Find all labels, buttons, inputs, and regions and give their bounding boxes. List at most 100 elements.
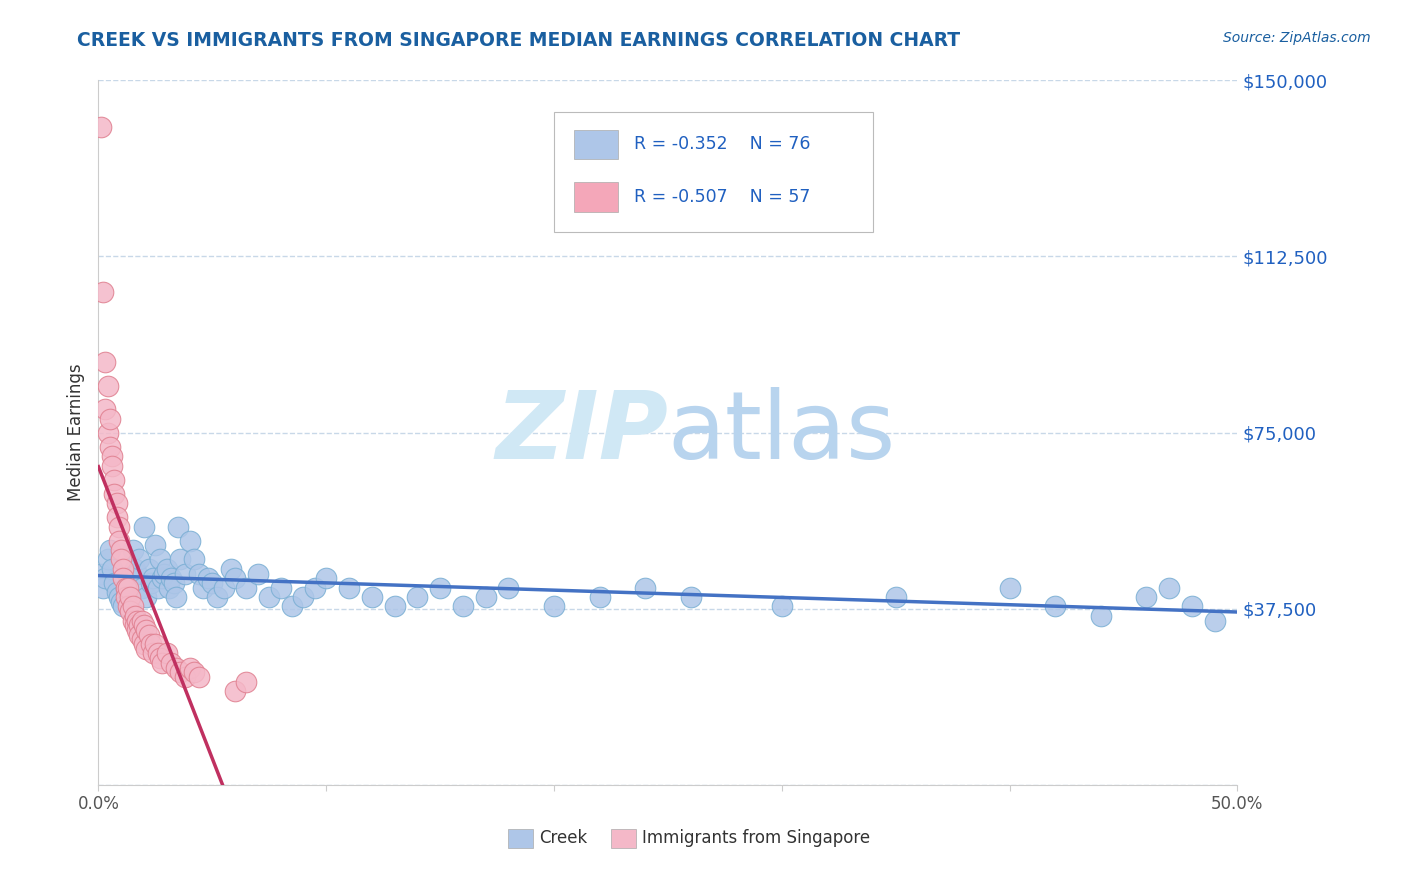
Point xyxy=(634,581,657,595)
Point xyxy=(270,581,292,595)
Point xyxy=(1043,599,1066,614)
Point xyxy=(498,581,520,595)
Point xyxy=(112,571,135,585)
Point xyxy=(360,590,382,604)
Y-axis label: Median Earnings: Median Earnings xyxy=(66,364,84,501)
Point xyxy=(146,647,169,661)
Point xyxy=(187,566,209,581)
Point xyxy=(135,623,157,637)
Point xyxy=(998,581,1021,595)
Point xyxy=(124,562,146,576)
Point xyxy=(101,562,124,576)
Point xyxy=(160,571,183,585)
Point xyxy=(98,440,121,454)
Point xyxy=(246,566,269,581)
Point xyxy=(127,614,149,628)
Point xyxy=(543,599,565,614)
Point xyxy=(108,519,131,533)
Point xyxy=(212,581,235,595)
Point xyxy=(201,576,224,591)
Point xyxy=(169,552,191,566)
Point xyxy=(103,486,125,500)
Point xyxy=(292,590,315,604)
Point xyxy=(183,665,205,680)
Point xyxy=(120,571,142,585)
Point xyxy=(124,608,146,623)
Point xyxy=(169,665,191,680)
Text: R = -0.507    N = 57: R = -0.507 N = 57 xyxy=(634,187,810,205)
Point xyxy=(108,590,131,604)
Point xyxy=(224,571,246,585)
Point xyxy=(884,590,907,604)
Text: Creek: Creek xyxy=(538,829,588,847)
Point xyxy=(105,585,128,599)
Point xyxy=(139,637,162,651)
Bar xyxy=(575,183,617,212)
Point xyxy=(110,552,132,566)
Point xyxy=(406,590,429,604)
Point xyxy=(90,120,112,135)
Bar xyxy=(575,129,617,159)
Point xyxy=(219,562,242,576)
Point xyxy=(179,533,201,548)
Point xyxy=(1157,581,1180,595)
Point xyxy=(145,538,167,552)
Point xyxy=(112,599,135,614)
Point xyxy=(96,378,118,392)
Point xyxy=(259,590,281,604)
Point xyxy=(304,581,326,595)
Point xyxy=(474,590,496,604)
Point xyxy=(1090,608,1112,623)
Point xyxy=(588,590,610,604)
Point xyxy=(98,411,121,425)
Point xyxy=(101,449,124,463)
Point xyxy=(131,614,153,628)
Point xyxy=(770,599,793,614)
Point xyxy=(197,571,219,585)
Point xyxy=(451,599,474,614)
Point xyxy=(281,599,304,614)
Point xyxy=(235,581,257,595)
Point xyxy=(150,656,173,670)
Point xyxy=(145,637,167,651)
Point xyxy=(138,627,160,641)
Point xyxy=(131,581,153,595)
Text: atlas: atlas xyxy=(668,386,896,479)
Point xyxy=(94,402,117,417)
Bar xyxy=(612,829,636,848)
Point xyxy=(149,552,172,566)
Point xyxy=(120,604,142,618)
Point xyxy=(179,660,201,674)
Point xyxy=(1181,599,1204,614)
Point xyxy=(679,590,702,604)
Text: ZIP: ZIP xyxy=(495,386,668,479)
Point xyxy=(124,618,146,632)
Point xyxy=(135,590,157,604)
Point xyxy=(156,562,179,576)
Point xyxy=(174,566,197,581)
Point xyxy=(105,510,128,524)
Point xyxy=(315,571,337,585)
Text: Immigrants from Singapore: Immigrants from Singapore xyxy=(641,829,870,847)
Point xyxy=(187,670,209,684)
Point xyxy=(153,566,176,581)
Bar xyxy=(509,829,533,848)
Point xyxy=(142,571,165,585)
Point xyxy=(114,581,136,595)
Point xyxy=(114,581,136,595)
Point xyxy=(91,581,114,595)
Point xyxy=(146,581,169,595)
Point xyxy=(117,581,139,595)
Point xyxy=(132,519,155,533)
Point xyxy=(429,581,451,595)
Point xyxy=(205,590,228,604)
Point xyxy=(138,562,160,576)
Point xyxy=(135,641,157,656)
Point xyxy=(174,670,197,684)
Point xyxy=(150,571,173,585)
Point xyxy=(96,552,118,566)
Point xyxy=(165,660,187,674)
Point xyxy=(103,473,125,487)
Point xyxy=(121,614,143,628)
Point xyxy=(128,552,150,566)
